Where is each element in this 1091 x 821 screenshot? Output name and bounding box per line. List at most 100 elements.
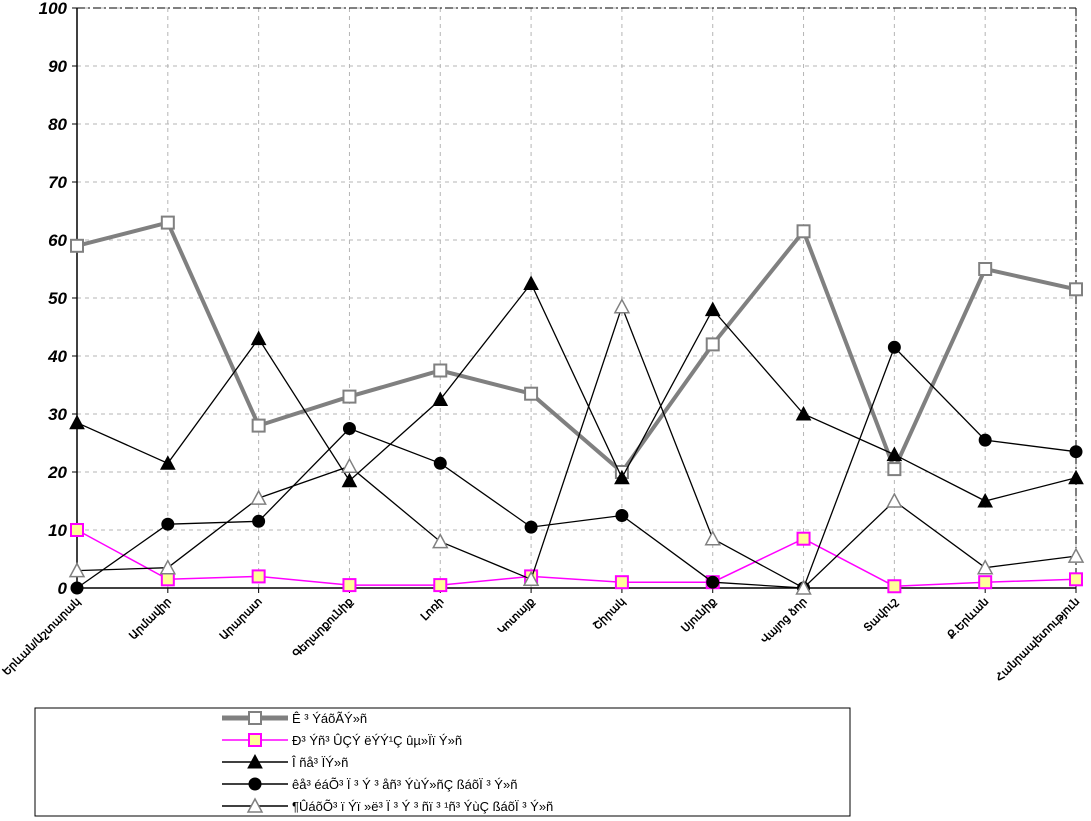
data-point xyxy=(1069,572,1083,587)
data-point xyxy=(433,456,447,470)
data-point xyxy=(1068,469,1084,485)
data-point xyxy=(159,559,177,575)
data-point xyxy=(522,570,540,587)
data-point xyxy=(887,579,902,594)
data-point xyxy=(248,733,262,747)
data-point xyxy=(524,520,538,534)
series-line xyxy=(76,220,1077,475)
x-tick-label: Շիրակ xyxy=(591,596,628,633)
y-tick-label: 30 xyxy=(48,405,67,424)
x-tick-label: Սյունիք xyxy=(679,596,718,635)
data-point xyxy=(706,575,720,589)
y-tick-label: 40 xyxy=(47,347,67,366)
x-tick-label: Կոտայք xyxy=(496,596,537,637)
series-2 xyxy=(70,523,1083,594)
data-point xyxy=(432,391,449,406)
data-point xyxy=(160,215,175,230)
data-point xyxy=(704,530,721,546)
legend-label: Ê ³ ÝáõÃÝ»ñ xyxy=(292,711,367,726)
series-3 xyxy=(69,275,1084,508)
legend-label: Î ñå³ ÏÝ»ñ xyxy=(291,755,348,770)
x-tick-label: Հանրապետություն xyxy=(994,596,1083,685)
grid xyxy=(76,7,1077,589)
data-point xyxy=(1069,445,1083,459)
data-point xyxy=(161,517,175,531)
data-point xyxy=(1069,282,1083,297)
data-point xyxy=(523,275,539,290)
data-point xyxy=(615,509,629,522)
data-point xyxy=(887,340,901,354)
data-point xyxy=(341,457,358,473)
data-point xyxy=(159,455,176,470)
x-axis-ticks: Երևան/Աշտարակ Արմավիր Արարատ Գեղարքունիք Լոռ… xyxy=(1,588,1083,685)
x-tick-label: Արմավիր xyxy=(127,596,174,643)
y-tick-label: 90 xyxy=(48,57,67,76)
x-tick-label: Ք.Երևան xyxy=(945,596,991,642)
series-line xyxy=(76,282,1077,502)
series-4 xyxy=(70,340,1083,595)
data-point xyxy=(160,572,175,587)
y-axis-ticks: 0 10 20 30 40 50 60 70 80 90 100 xyxy=(39,0,77,598)
data-point xyxy=(887,462,902,477)
data-point xyxy=(795,405,812,421)
series-line xyxy=(76,304,1077,589)
x-tick-label: Լոռի xyxy=(419,596,447,624)
data-point xyxy=(796,224,811,239)
data-point xyxy=(433,578,448,593)
data-point xyxy=(705,337,720,352)
series-line xyxy=(76,529,1077,588)
data-point xyxy=(976,559,994,575)
x-tick-label: Վայոց ձոր xyxy=(759,596,810,647)
data-point xyxy=(342,422,356,435)
data-point xyxy=(886,446,903,462)
series-group xyxy=(68,215,1085,595)
data-point xyxy=(796,531,811,546)
data-point xyxy=(795,579,812,595)
data-point xyxy=(68,562,86,578)
y-tick-label: 10 xyxy=(48,521,67,540)
legend-label: êå³ éáÕ³ Ï ³ Ý ³ åñ³ ÝùÝ»ñÇ ßáõÏ ³ Ý»ñ xyxy=(292,777,517,792)
legend-label: Ð³ Ýñ³ ÛÇÝ ëÝÝ¹Ç ûµ»Ïï Ý»ñ xyxy=(292,733,462,748)
x-tick-label: Երևան/Աշտարակ xyxy=(1,596,84,679)
data-point xyxy=(70,523,84,537)
legend-label: ¶ÛáõÕ³ ï Ýï »ë³ Ï ³ Ý ³ ñï ³ ¹ñ³ ÝùÇ ßáõ… xyxy=(292,799,553,814)
data-point xyxy=(342,389,357,404)
data-point xyxy=(614,469,630,485)
data-point xyxy=(432,533,449,549)
data-point xyxy=(704,301,721,317)
legend-box xyxy=(34,707,851,817)
x-tick-label: Տավուշ xyxy=(862,595,901,634)
y-tick-label: 50 xyxy=(48,289,67,308)
data-point xyxy=(433,363,448,378)
series-5 xyxy=(68,298,1085,595)
data-point xyxy=(613,298,631,314)
data-point xyxy=(70,238,84,253)
series-line xyxy=(76,346,1077,589)
data-point xyxy=(614,575,629,590)
series-1 xyxy=(70,215,1083,479)
data-point xyxy=(69,414,85,430)
y-tick-label: 60 xyxy=(48,231,67,250)
y-tick-label: 80 xyxy=(48,115,67,134)
data-point xyxy=(251,569,266,584)
x-tick-label: Արարատ xyxy=(218,595,265,642)
legend: Ê ³ ÝáõÃÝ»ñ Ð³ Ýñ³ ÛÇÝ ëÝÝ¹Ç ûµ»Ïï Ý»ñ Î ñ… xyxy=(34,707,851,817)
x-tick-label: Գեղարքունիք xyxy=(291,596,356,661)
data-point xyxy=(252,514,266,528)
y-tick-label: 100 xyxy=(39,0,68,18)
data-point xyxy=(341,472,358,488)
data-point xyxy=(248,711,262,725)
data-point xyxy=(250,330,267,346)
data-point xyxy=(524,386,539,401)
data-point xyxy=(247,753,263,769)
y-tick-label: 20 xyxy=(47,463,67,482)
y-tick-label: 70 xyxy=(48,173,67,192)
data-point xyxy=(248,777,262,791)
data-point xyxy=(70,581,84,595)
y-tick-label: 0 xyxy=(58,579,68,598)
data-point xyxy=(1067,547,1085,563)
data-point xyxy=(978,433,992,447)
data-point xyxy=(342,578,357,593)
data-point xyxy=(250,489,267,505)
